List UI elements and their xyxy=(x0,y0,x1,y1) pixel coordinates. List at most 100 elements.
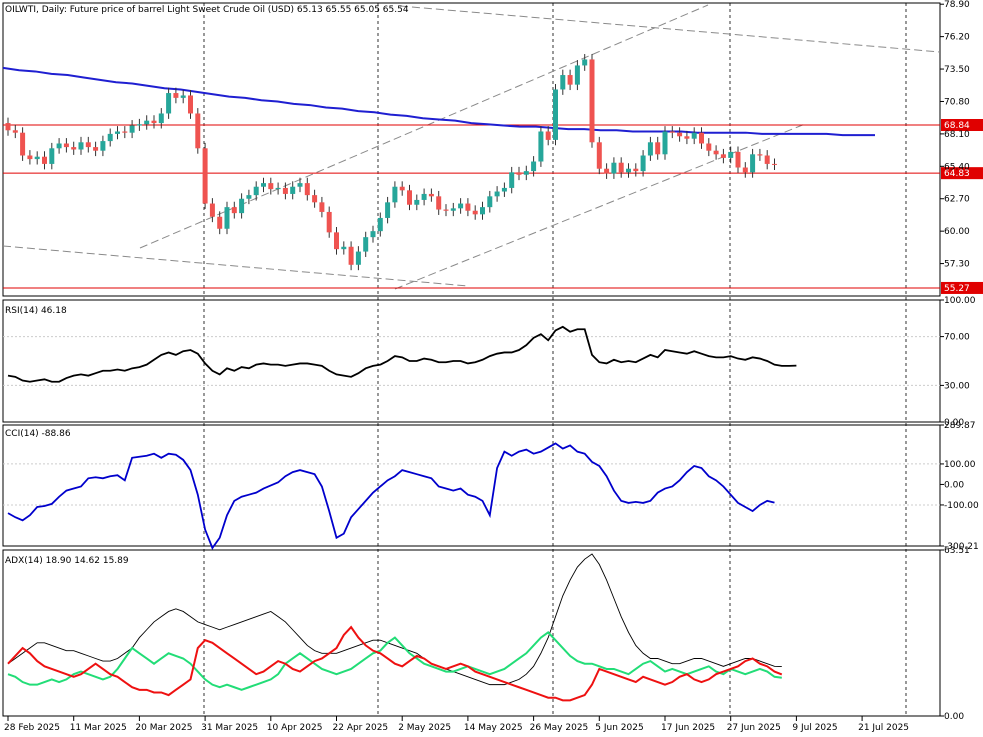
cci-tick-label: -300.21 xyxy=(944,542,979,552)
candle-body xyxy=(662,131,668,155)
candle-body xyxy=(399,186,405,191)
trend-line xyxy=(394,123,806,290)
candle-body xyxy=(618,162,624,173)
candle-body xyxy=(596,142,602,169)
candle-body xyxy=(282,187,288,194)
main-header: OILWTI, Daily: Future price of barrel Li… xyxy=(5,5,409,15)
candle-body xyxy=(757,154,763,156)
candle-body xyxy=(27,155,33,160)
adx-tick-label: 63.51 xyxy=(944,546,970,556)
cci-line xyxy=(7,442,775,550)
candle-body xyxy=(545,131,551,140)
candle-body xyxy=(480,207,485,215)
moving-average-line xyxy=(2,66,875,137)
level-tag-label: 55.27 xyxy=(944,284,970,294)
candle-body xyxy=(626,168,631,173)
candle-body xyxy=(136,124,142,126)
candle-body xyxy=(107,133,113,142)
candle-body xyxy=(538,131,544,162)
candle-body xyxy=(93,147,99,151)
candle-body xyxy=(122,131,128,133)
plus-di-line xyxy=(7,631,782,691)
candle-body xyxy=(750,154,756,173)
level-tag-label: 64.83 xyxy=(944,169,970,179)
price-tick-label: 70.80 xyxy=(944,97,970,107)
price-tick-label: 57.30 xyxy=(944,260,970,270)
x-tick-label: 2 May 2025 xyxy=(398,723,451,733)
x-tick-label: 22 Apr 2025 xyxy=(333,723,389,733)
candle-body xyxy=(188,95,193,114)
candle-body xyxy=(567,75,573,85)
candle-body xyxy=(290,186,296,194)
candle-body xyxy=(209,203,215,217)
candle-body xyxy=(78,142,84,150)
candle-body xyxy=(574,65,580,85)
candle-body xyxy=(144,120,150,125)
candle-body xyxy=(523,171,529,175)
candle-body xyxy=(735,151,741,168)
candle-body xyxy=(699,132,704,144)
candle-body xyxy=(166,93,172,114)
rsi-pane[interactable] xyxy=(3,325,940,386)
candle-body xyxy=(319,202,325,212)
level-tag xyxy=(941,167,983,180)
price-tick-label: 62.70 xyxy=(944,195,970,205)
candle-body xyxy=(42,156,47,164)
cci-tick-label: 100.00 xyxy=(944,460,976,470)
candle-body xyxy=(370,231,376,238)
adx-line xyxy=(7,553,782,686)
candle-body xyxy=(428,193,434,197)
candle-body xyxy=(173,93,179,98)
candle-body xyxy=(71,147,77,150)
candle-body xyxy=(253,186,259,196)
cci-pane[interactable] xyxy=(3,442,940,550)
candle-body xyxy=(407,190,412,205)
candle-body xyxy=(706,143,712,151)
x-tick-label: 21 Jul 2025 xyxy=(858,723,909,733)
candle-body xyxy=(684,136,690,139)
candle-body xyxy=(34,156,40,160)
candle-body xyxy=(728,151,734,158)
candle-body xyxy=(12,130,18,133)
pane-frames xyxy=(2,2,941,717)
candle-body xyxy=(56,143,62,149)
candle-body xyxy=(231,207,237,214)
axis-labels: 28 Feb 2025 11 Mar 2025 20 Mar 2025 31 Mar … xyxy=(4,0,979,733)
rsi-tick-label: 70.00 xyxy=(944,333,970,343)
candle-body xyxy=(363,237,369,252)
x-tick-label: 5 Jun 2025 xyxy=(595,723,643,733)
candle-body xyxy=(764,155,770,164)
adx-tick-label: 0.00 xyxy=(944,712,964,722)
x-tick-label: 10 Apr 2025 xyxy=(267,723,323,733)
candle-body xyxy=(691,132,697,139)
candle-body xyxy=(63,143,69,148)
adx-pane[interactable] xyxy=(7,553,783,702)
candle-body xyxy=(458,203,464,209)
rsi-tick-label: 0.00 xyxy=(944,418,964,428)
candle-body xyxy=(516,172,522,175)
candle-body xyxy=(312,195,318,203)
candle-body xyxy=(465,203,471,211)
candle-body xyxy=(436,196,442,210)
price-pane[interactable]: 68.84 64.83 55.27 xyxy=(2,4,983,294)
candle-body xyxy=(304,183,310,196)
x-tick-label: 31 Mar 2025 xyxy=(201,723,258,733)
candle-body xyxy=(158,113,164,124)
pane-frame-rsi xyxy=(2,299,941,423)
level-tag xyxy=(941,119,983,132)
candle-body xyxy=(560,75,566,90)
candle-body xyxy=(49,148,55,164)
candle-body xyxy=(553,89,558,140)
candle-body xyxy=(246,195,252,199)
candle-body xyxy=(261,183,266,187)
x-tick-label: 9 Jul 2025 xyxy=(792,723,837,733)
candle-body xyxy=(239,198,245,214)
candle-body xyxy=(297,183,303,187)
candle-body xyxy=(647,142,653,156)
cci-header: CCI(14) -88.86 xyxy=(5,429,71,439)
level-tag xyxy=(941,281,983,294)
cci-tick-label: -100.00 xyxy=(944,501,979,511)
level-tag-label: 68.84 xyxy=(944,121,970,131)
x-tick-label: 27 Jun 2025 xyxy=(727,723,781,733)
